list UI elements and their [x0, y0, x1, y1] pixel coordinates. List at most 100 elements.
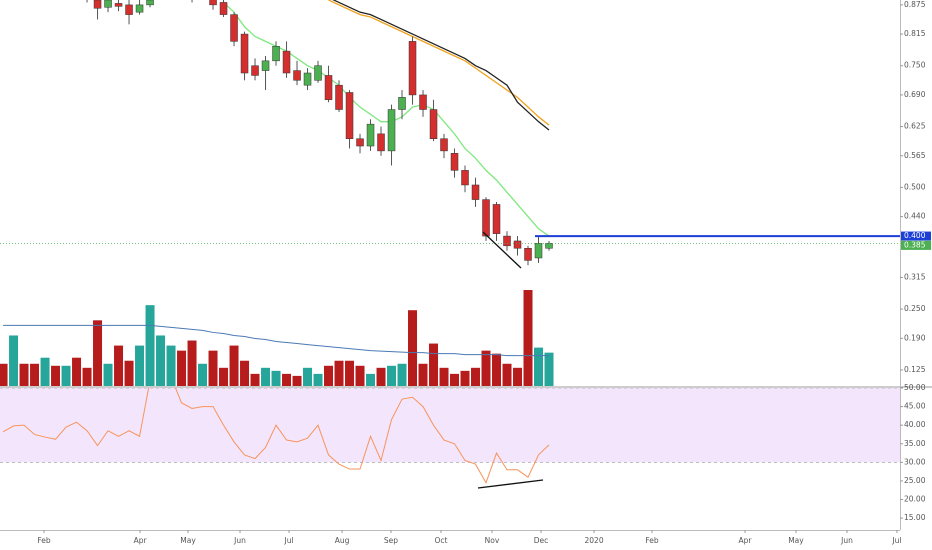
volume-bar [51, 365, 61, 386]
x-tick-label: May [180, 536, 196, 545]
x-tick-label: Nov [485, 536, 500, 545]
volume-bar [72, 357, 82, 386]
volume-bar [82, 367, 92, 386]
y-tick-label: 40.00 [904, 420, 926, 429]
candle-body [251, 65, 259, 76]
volume-bar [544, 352, 554, 386]
volume-bar [324, 365, 334, 386]
candle-body [503, 235, 511, 247]
volume-bar [93, 320, 103, 386]
volume-bar [366, 373, 376, 386]
volume-bar [156, 335, 166, 386]
volume-bar [40, 357, 50, 386]
x-tick-label: 2020 [585, 536, 604, 545]
candle-body [104, 0, 112, 8]
rsi-band-layer [0, 388, 900, 463]
candle-body [345, 92, 354, 139]
candle-body [440, 138, 448, 152]
y-tick-label: 0.815 [904, 29, 926, 38]
volume-bar [513, 367, 523, 386]
rsi-pane [2, 388, 550, 484]
volume-bar [460, 370, 470, 386]
last-price-label-box [901, 240, 931, 250]
candle-body [293, 70, 301, 81]
x-tick-label: Apr [739, 536, 753, 545]
candle-body [419, 94, 427, 110]
candle-body [545, 243, 553, 249]
volume-bar [145, 305, 155, 386]
candle-body [513, 240, 522, 249]
x-tick-label: Feb [645, 536, 659, 545]
volume-bar [30, 363, 40, 386]
volume-bar [103, 363, 113, 386]
y-tick-label: 0.440 [904, 212, 926, 221]
y-tick-label: 0.565 [904, 151, 926, 160]
candle-body [282, 50, 291, 74]
volume-bar [0, 363, 8, 386]
candle-body [377, 133, 385, 152]
y-tick-label: 45.00 [904, 402, 926, 411]
candle-body [114, 3, 123, 7]
volume-bar [450, 373, 460, 386]
volume-bar [198, 363, 208, 386]
y-tick-label: 0.190 [904, 333, 926, 342]
volume-bar [492, 353, 502, 386]
volume-bar [481, 350, 491, 386]
x-tick-label: Feb [37, 536, 51, 545]
candle-body [450, 153, 459, 171]
volume-bar [9, 335, 19, 386]
volume-bar [261, 367, 271, 386]
volume-bar [345, 360, 355, 386]
volume-bar [166, 345, 176, 386]
candle-body [230, 14, 238, 42]
price-line-label-box [901, 231, 931, 241]
x-tick-label: Sep [384, 536, 398, 545]
candle-body [324, 75, 333, 101]
volume-ma-line [3, 324, 550, 357]
volume-bar [439, 367, 449, 386]
x-tick-label: Apr [134, 536, 148, 545]
x-tick-label: May [788, 536, 804, 545]
candle-body [125, 4, 133, 15]
x-tick-label: Aug [335, 536, 350, 545]
candle-body [461, 170, 469, 186]
y-tick-label: 0.750 [904, 61, 926, 70]
x-tick-label: Jul [891, 536, 901, 545]
volume-bar [114, 345, 124, 386]
volume-bar [408, 310, 418, 386]
y-tick-label: 20.00 [904, 495, 926, 504]
y-tick-label: 30.00 [904, 457, 926, 466]
axes: 0.875 0.815 0.750 0.690 0.625 0.565 0.500 0.440… [37, 0, 931, 545]
candle-body [492, 204, 501, 234]
volume-bar [387, 365, 397, 386]
candle-body [240, 33, 249, 74]
x-tick-label: Jun [233, 536, 246, 545]
volume-bar [429, 343, 439, 386]
moving-average-line [332, 0, 550, 131]
y-tick-label: 15.00 [904, 513, 926, 522]
x-tick-label: Jun [840, 536, 853, 545]
candle-body [93, 0, 102, 9]
y-tick-label: 0.875 [904, 0, 926, 9]
y-tick-label: 0.625 [904, 122, 926, 131]
volume-bar [471, 367, 481, 386]
y-tick-label: 0.315 [904, 272, 926, 281]
y-tick-label: 50.00 [904, 383, 926, 392]
volume-bar [208, 350, 218, 386]
volume-bar [219, 367, 229, 386]
volume-bar [124, 360, 134, 386]
volume-bar [61, 365, 71, 386]
candle-body [356, 138, 364, 147]
y-tick-label: 35.00 [904, 439, 926, 448]
y-tick-label: 0.250 [904, 304, 926, 313]
volume-bar [177, 350, 187, 386]
x-tick-label: Dec [534, 536, 549, 545]
candle-body [471, 184, 480, 200]
candle-body [387, 109, 396, 152]
volume-bar [523, 290, 533, 386]
volume-bar [229, 345, 239, 386]
volume-bar [397, 363, 407, 386]
